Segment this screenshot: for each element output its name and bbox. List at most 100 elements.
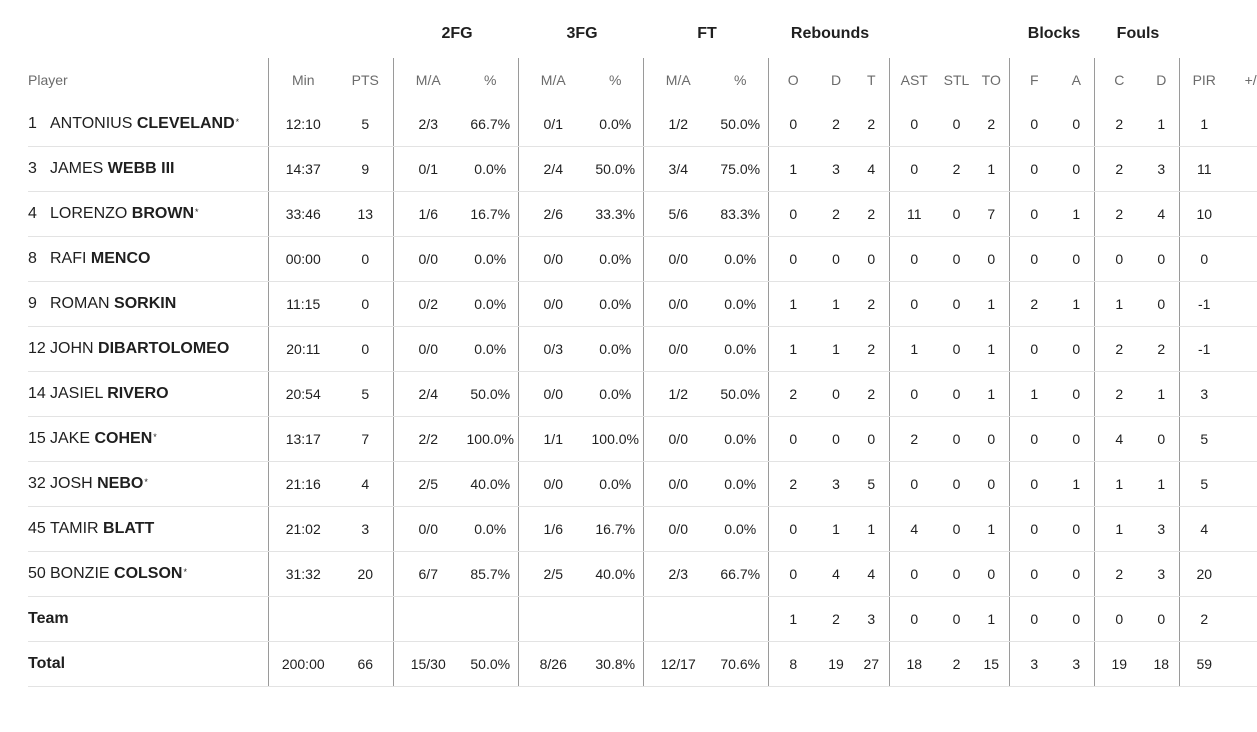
col-header-reb-t[interactable]: T bbox=[866, 72, 876, 88]
stat-foul-d: 3 bbox=[1144, 551, 1179, 597]
stat-pts: 9 bbox=[338, 146, 393, 192]
player-name-cell[interactable]: 1 ANTONIUS CLEVELAND* bbox=[28, 102, 268, 147]
col-header-3fg-pct[interactable]: % bbox=[609, 72, 622, 88]
stat-ft-ma: 0/0 bbox=[642, 326, 713, 372]
col-header-blk-f[interactable]: F bbox=[1008, 58, 1059, 102]
player-name-cell[interactable]: 9 ROMAN SORKIN bbox=[28, 281, 268, 327]
stat-fg3-pct: 30.8% bbox=[588, 641, 643, 687]
col-header-player[interactable]: Player bbox=[28, 72, 68, 88]
player-name-cell[interactable]: 14 JASIEL RIVERO bbox=[28, 371, 268, 417]
col-header-foul-d[interactable]: D bbox=[1156, 72, 1167, 88]
stat-foul-c: 19 bbox=[1093, 641, 1144, 687]
stat-foul-d: 0 bbox=[1144, 596, 1179, 642]
player-row[interactable]: 4 LORENZO BROWN* 33:46 13 1/6 16.7% 2/6 33.3% 5/… bbox=[28, 191, 1257, 237]
stat-reb-d: 1 bbox=[818, 281, 854, 327]
stat-foul-d: 18 bbox=[1144, 641, 1179, 687]
stat-ast: 11 bbox=[888, 191, 939, 237]
player-name-cell[interactable]: 15 JAKE COHEN* bbox=[28, 416, 268, 462]
stat-ast: 0 bbox=[888, 551, 939, 597]
stat-reb-t: 2 bbox=[854, 326, 889, 372]
box-score-body: 1 ANTONIUS CLEVELAND* 12:10 5 2/3 66.7% 0/1 0.0… bbox=[28, 102, 1257, 687]
stat-pir: 0 bbox=[1178, 236, 1229, 282]
stat-reb-o: 2 bbox=[767, 371, 818, 417]
col-header-ft-pct[interactable]: % bbox=[734, 72, 747, 88]
stat-pts: 20 bbox=[338, 551, 393, 597]
col-header-pts[interactable]: PTS bbox=[351, 72, 379, 88]
col-header-ft-ma[interactable]: M/A bbox=[642, 58, 713, 102]
col-header-3fg-ma[interactable]: M/A bbox=[517, 58, 588, 102]
player-name-cell[interactable]: 45 TAMIR BLATT bbox=[28, 506, 268, 552]
stat-to: 1 bbox=[974, 326, 1009, 372]
stat-reb-d: 2 bbox=[818, 596, 854, 642]
player-name-cell[interactable]: 8 RAFI MENCO bbox=[28, 236, 268, 282]
stat-foul-c: 2 bbox=[1093, 551, 1144, 597]
stat-foul-c: 0 bbox=[1093, 596, 1144, 642]
stat-foul-d: 0 bbox=[1144, 236, 1179, 282]
player-name-cell[interactable]: 50 BONZIE COLSON* bbox=[28, 551, 268, 597]
summary-row-total: Total 200:00 66 15/30 50.0% 8/26 30.8% 12/17 70.… bbox=[28, 641, 1257, 687]
stat-pts: 4 bbox=[338, 461, 393, 507]
col-header-pir[interactable]: PIR bbox=[1178, 58, 1229, 102]
col-header-foul-c[interactable]: C bbox=[1093, 58, 1144, 102]
col-header-reb-o[interactable]: O bbox=[767, 58, 818, 102]
col-header-blk-a[interactable]: A bbox=[1071, 72, 1081, 88]
col-header-reb-d[interactable]: D bbox=[830, 72, 842, 88]
player-row[interactable]: 1 ANTONIUS CLEVELAND* 12:10 5 2/3 66.7% 0/1 0.0… bbox=[28, 102, 1257, 147]
player-number: 1 bbox=[28, 115, 37, 132]
player-row[interactable]: 14 JASIEL RIVERO 20:54 5 2/4 50.0% 0/0 0.0% 1/2 5… bbox=[28, 371, 1257, 417]
player-name-cell[interactable]: 3 JAMES WEBB III bbox=[28, 146, 268, 192]
starter-mark: * bbox=[183, 567, 187, 577]
col-header-2fg-ma[interactable]: M/A bbox=[392, 58, 463, 102]
stat-ft-pct: 0.0% bbox=[713, 281, 768, 327]
stat-blk-f: 0 bbox=[1008, 326, 1059, 372]
player-last-name: NEBO bbox=[97, 475, 144, 492]
player-name-cell[interactable]: 32 JOSH NEBO* bbox=[28, 461, 268, 507]
player-name-cell[interactable]: 4 LORENZO BROWN* bbox=[28, 191, 268, 237]
stat-ft-pct: 0.0% bbox=[713, 506, 768, 552]
stat-ast: 0 bbox=[888, 236, 939, 282]
stat-fg2-ma bbox=[392, 596, 463, 642]
group-header-2fg: 2FG bbox=[441, 25, 473, 42]
col-header-to[interactable]: TO bbox=[981, 72, 1001, 88]
stat-ast: 1 bbox=[888, 326, 939, 372]
stat-stl: 0 bbox=[939, 236, 974, 282]
col-header-plus-minus[interactable]: +/- bbox=[1244, 72, 1257, 88]
stat-pir: 2 bbox=[1178, 596, 1229, 642]
player-row[interactable]: 8 RAFI MENCO 00:00 0 0/0 0.0% 0/0 0.0% 0/0 0.0% 0 0… bbox=[28, 236, 1257, 282]
col-header-min[interactable]: Min bbox=[267, 58, 338, 102]
stat-foul-c: 1 bbox=[1093, 281, 1144, 327]
stat-foul-d: 1 bbox=[1144, 371, 1179, 417]
stat-fg2-ma: 0/2 bbox=[392, 281, 463, 327]
stat-fg2-ma: 0/0 bbox=[392, 236, 463, 282]
player-name-cell[interactable]: 12 JOHN DIBARTOLOMEO bbox=[28, 326, 268, 372]
stat-blk-f: 0 bbox=[1008, 236, 1059, 282]
summary-label-cell: Total bbox=[28, 641, 268, 687]
player-first-name: JASIEL bbox=[50, 385, 103, 402]
player-row[interactable]: 32 JOSH NEBO* 21:16 4 2/5 40.0% 0/0 0.0% 0/0 0.0%… bbox=[28, 461, 1257, 507]
stat-ast: 0 bbox=[888, 102, 939, 147]
stat-ast: 18 bbox=[888, 641, 939, 687]
player-row[interactable]: 50 BONZIE COLSON* 31:32 20 6/7 85.7% 2/5 40.0% 2… bbox=[28, 551, 1257, 597]
stat-pir: 59 bbox=[1178, 641, 1229, 687]
col-header-ast[interactable]: AST bbox=[888, 58, 939, 102]
stat-ft-pct: 83.3% bbox=[713, 191, 768, 237]
player-row[interactable]: 9 ROMAN SORKIN 11:15 0 0/2 0.0% 0/0 0.0% 0/0 0.0%… bbox=[28, 281, 1257, 327]
stat-stl: 2 bbox=[939, 146, 974, 192]
stat-reb-o: 1 bbox=[767, 596, 818, 642]
stat-pts: 0 bbox=[338, 236, 393, 282]
player-number: 4 bbox=[28, 205, 37, 222]
col-header-2fg-pct[interactable]: % bbox=[484, 72, 497, 88]
player-row[interactable]: 3 JAMES WEBB III 14:37 9 0/1 0.0% 2/4 50.0% 3/4 7… bbox=[28, 146, 1257, 192]
stat-blk-a: 1 bbox=[1059, 461, 1094, 507]
player-number: 12 bbox=[28, 340, 46, 357]
stat-foul-c: 2 bbox=[1093, 146, 1144, 192]
stat-foul-c: 2 bbox=[1093, 371, 1144, 417]
player-row[interactable]: 15 JAKE COHEN* 13:17 7 2/2 100.0% 1/1 100.0% 0/0… bbox=[28, 416, 1257, 462]
stat-min: 00:00 bbox=[267, 236, 338, 282]
player-row[interactable]: 45 TAMIR BLATT 21:02 3 0/0 0.0% 1/6 16.7% 0/0 0.0… bbox=[28, 506, 1257, 552]
stat-fg2-pct: 16.7% bbox=[463, 191, 518, 237]
col-header-stl[interactable]: STL bbox=[943, 72, 970, 88]
player-row[interactable]: 12 JOHN DIBARTOLOMEO 20:11 0 0/0 0.0% 0/3 0.0% 0… bbox=[28, 326, 1257, 372]
stat-fg3-pct: 33.3% bbox=[588, 191, 643, 237]
stat-fg2-ma: 1/6 bbox=[392, 191, 463, 237]
